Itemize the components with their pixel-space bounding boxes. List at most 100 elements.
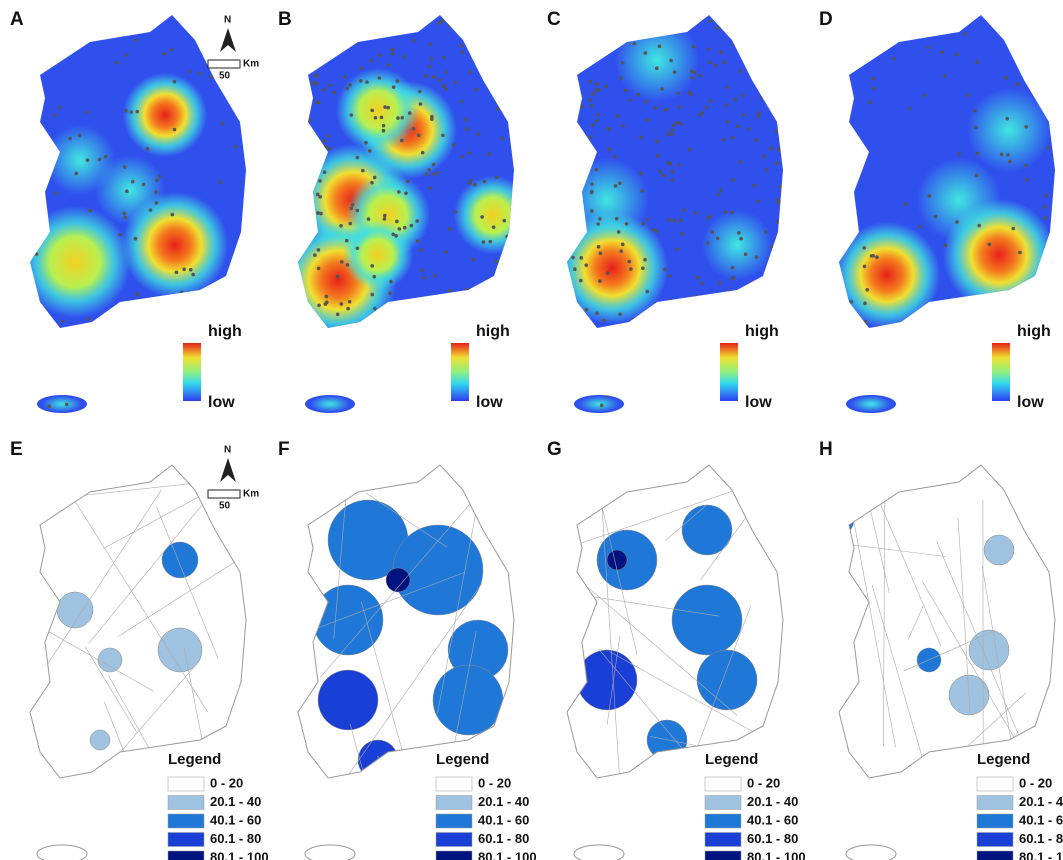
point bbox=[398, 227, 402, 231]
point bbox=[466, 294, 470, 298]
point bbox=[895, 19, 899, 23]
point bbox=[922, 94, 926, 98]
point bbox=[191, 273, 195, 277]
region bbox=[607, 550, 627, 570]
point bbox=[316, 211, 320, 215]
point bbox=[441, 134, 445, 138]
point bbox=[135, 292, 139, 296]
point bbox=[756, 115, 760, 119]
legend-swatch bbox=[436, 833, 472, 847]
point bbox=[668, 400, 672, 404]
point bbox=[313, 253, 317, 257]
point bbox=[776, 269, 780, 273]
point bbox=[862, 246, 866, 250]
point bbox=[391, 233, 395, 237]
point bbox=[688, 148, 692, 152]
legend-label: 40.1 - 60 bbox=[478, 812, 529, 827]
region bbox=[98, 648, 122, 672]
point bbox=[496, 107, 500, 111]
point bbox=[317, 248, 321, 252]
panel-label: H bbox=[819, 439, 833, 460]
boundary bbox=[333, 786, 500, 831]
point bbox=[1051, 30, 1055, 34]
point bbox=[920, 26, 924, 30]
point bbox=[1050, 78, 1054, 82]
point bbox=[734, 98, 738, 102]
point bbox=[1024, 164, 1028, 168]
point bbox=[500, 19, 504, 23]
point bbox=[667, 301, 671, 305]
point bbox=[944, 244, 948, 248]
point bbox=[125, 190, 129, 194]
point bbox=[427, 168, 431, 172]
point bbox=[621, 372, 625, 376]
point bbox=[158, 175, 162, 179]
point bbox=[459, 44, 463, 48]
point bbox=[318, 322, 322, 326]
heat-high: high bbox=[476, 323, 510, 340]
point bbox=[679, 122, 683, 126]
point bbox=[35, 252, 39, 256]
point bbox=[416, 239, 420, 243]
point bbox=[440, 19, 444, 23]
point bbox=[443, 294, 447, 298]
point bbox=[420, 311, 424, 315]
point bbox=[315, 156, 319, 160]
point bbox=[624, 89, 628, 93]
legend-swatch bbox=[436, 796, 472, 810]
point bbox=[645, 290, 649, 294]
point bbox=[768, 77, 772, 81]
point bbox=[437, 21, 441, 25]
point bbox=[573, 267, 577, 271]
heat-blob bbox=[95, 155, 165, 225]
point bbox=[596, 222, 600, 226]
point bbox=[980, 327, 984, 331]
map-panel: FLegend0 - 2020.1 - 4040.1 - 6060.1 - 80… bbox=[268, 439, 537, 860]
point bbox=[572, 383, 576, 387]
point bbox=[588, 80, 592, 84]
point bbox=[690, 69, 694, 73]
point bbox=[68, 137, 72, 141]
point bbox=[422, 276, 426, 280]
point bbox=[189, 268, 193, 272]
point bbox=[370, 264, 374, 268]
point bbox=[594, 168, 598, 172]
panel-label: C bbox=[547, 9, 561, 30]
point bbox=[584, 263, 588, 267]
point bbox=[588, 43, 592, 47]
point bbox=[605, 352, 609, 356]
legend-label: 20.1 - 40 bbox=[1019, 794, 1063, 809]
point bbox=[468, 151, 472, 155]
point bbox=[775, 88, 779, 92]
map-panel: ELegend0 - 2020.1 - 4040.1 - 6060.1 - 80… bbox=[0, 439, 269, 860]
point bbox=[864, 378, 868, 382]
point bbox=[571, 101, 575, 105]
point bbox=[589, 154, 593, 158]
point bbox=[594, 89, 598, 93]
point bbox=[380, 116, 384, 120]
point bbox=[625, 36, 629, 40]
point bbox=[438, 359, 442, 363]
legend-label: 60.1 - 80 bbox=[747, 831, 798, 846]
point bbox=[642, 392, 646, 396]
point bbox=[671, 170, 675, 174]
point bbox=[677, 163, 681, 167]
point bbox=[655, 23, 659, 27]
point bbox=[735, 28, 739, 32]
point bbox=[744, 253, 748, 257]
point bbox=[503, 359, 507, 363]
point bbox=[644, 100, 648, 104]
legend-title: Legend bbox=[168, 751, 221, 768]
point bbox=[30, 159, 34, 163]
point bbox=[118, 233, 122, 237]
point bbox=[640, 25, 644, 29]
point bbox=[762, 64, 766, 68]
heat-high: high bbox=[1017, 323, 1051, 340]
point bbox=[727, 290, 731, 294]
point bbox=[706, 241, 710, 245]
point bbox=[296, 208, 300, 212]
legend-label: 40.1 - 60 bbox=[1019, 812, 1063, 827]
heat-blob bbox=[967, 88, 1051, 172]
